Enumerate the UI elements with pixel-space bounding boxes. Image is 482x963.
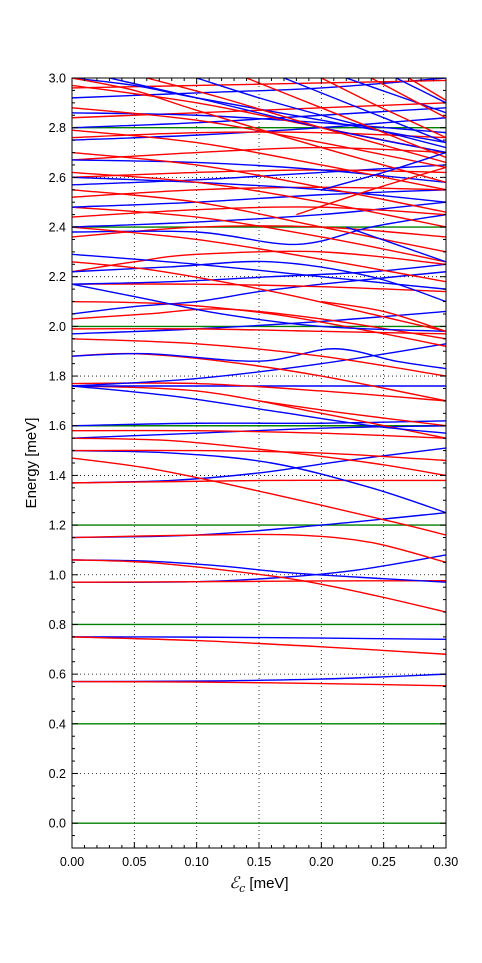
x-axis-label-subscript: c — [239, 882, 245, 895]
series-line-red — [72, 300, 446, 347]
y-axis-label: Energy [meV] — [23, 418, 40, 509]
series-line-blue — [346, 226, 446, 263]
series-line-red — [72, 102, 446, 119]
series-lines — [72, 78, 446, 824]
series-line-blue — [72, 253, 446, 290]
series-line-red — [72, 429, 446, 439]
series-line-blue — [196, 78, 446, 149]
x-tick-label: 0.05 — [122, 855, 146, 869]
y-tick-label: 2.6 — [49, 171, 66, 185]
series-line-red — [72, 169, 446, 179]
y-tick-label: 2.8 — [49, 121, 66, 135]
series-line-red — [72, 327, 446, 335]
series-line-blue — [72, 201, 446, 228]
x-axis-label-symbol: ℰ — [229, 873, 241, 892]
series-line-red — [72, 261, 446, 333]
series-line-red — [72, 636, 446, 655]
plot-frame — [71, 77, 447, 849]
y-tick-label: 1.2 — [49, 519, 66, 533]
y-tick-label: 0.8 — [49, 618, 66, 632]
series-line-red — [72, 206, 446, 218]
series-line-red — [72, 171, 446, 228]
series-line-blue — [283, 78, 446, 144]
y-tick-label: 0.2 — [49, 767, 66, 781]
y-tick-label: 1.0 — [49, 568, 66, 582]
series-line-red — [72, 250, 446, 273]
series-line-red — [408, 78, 446, 101]
series-line-red — [72, 437, 446, 477]
series-line-blue — [346, 78, 446, 114]
series-line-red — [246, 78, 446, 159]
series-line-red — [72, 559, 446, 613]
series-line-red — [72, 580, 446, 583]
series-line-red — [72, 338, 446, 377]
x-axis-label: ℰc [meV] — [229, 873, 288, 895]
x-tick-label: 0.30 — [434, 855, 458, 869]
series-line-red — [72, 78, 446, 183]
series-line-blue — [72, 310, 446, 335]
series-line-blue — [72, 343, 446, 387]
series-line-red — [72, 283, 446, 293]
series-line-red — [72, 449, 446, 462]
series-line-red — [370, 78, 446, 119]
series-line-blue — [72, 420, 446, 427]
series-line-blue — [72, 636, 446, 641]
series-line-red — [321, 78, 446, 139]
series-line-red — [72, 79, 446, 89]
series-line-blue — [72, 263, 446, 285]
tick-labels: 0.00 0.05 0.10 0.15 0.20 0.25 0.30 0.0 0.2 0.4 0.6… — [49, 72, 459, 870]
series-line-blue — [321, 151, 446, 191]
series-line-red — [72, 151, 446, 213]
y-tick-label: 0.6 — [49, 668, 66, 682]
series-line-blue — [72, 449, 446, 514]
series-line-red — [72, 146, 446, 161]
series-line-blue — [72, 112, 446, 134]
series-line-blue — [72, 271, 446, 315]
series-line-red — [258, 400, 446, 427]
series-line-blue — [72, 559, 446, 583]
y-tick-label: 1.8 — [49, 370, 66, 384]
series-line-red — [72, 479, 446, 484]
x-axis-label-unit: [meV] — [245, 875, 288, 892]
series-line-blue — [72, 189, 446, 208]
series-line-blue — [395, 78, 446, 104]
series-line-blue — [72, 78, 446, 99]
series-line-blue — [72, 176, 446, 203]
series-line-red — [296, 166, 446, 216]
series-line-blue — [72, 673, 446, 683]
x-tick-label: 0.20 — [309, 855, 333, 869]
series-line-blue — [72, 385, 446, 434]
y-tick-label: 2.0 — [49, 320, 66, 334]
series-line-blue — [72, 283, 446, 333]
series-line-blue — [72, 159, 446, 184]
series-line-red — [72, 189, 446, 253]
series-line-red — [72, 107, 446, 169]
x-tick-label: 0.10 — [184, 855, 208, 869]
x-tick-label: 0.25 — [371, 855, 395, 869]
series-line-blue — [72, 213, 446, 246]
series-line-blue — [72, 348, 446, 370]
y-tick-label: 2.2 — [49, 270, 66, 284]
y-tick-label: 0.0 — [49, 817, 66, 831]
series-line-red — [321, 300, 446, 333]
series-line-blue — [72, 164, 446, 186]
series-line-red — [72, 533, 446, 564]
series-line-red — [72, 206, 446, 263]
series-line-red — [72, 129, 446, 191]
y-tick-label: 1.6 — [49, 419, 66, 433]
y-tick-label: 0.4 — [49, 717, 66, 731]
series-line-red — [72, 226, 446, 283]
y-tick-label: 3.0 — [49, 72, 66, 86]
series-line-blue — [109, 78, 446, 154]
x-tick-label: 0.15 — [247, 855, 271, 869]
y-tick-label: 1.4 — [49, 469, 66, 483]
series-line-red — [146, 78, 446, 164]
series-line-red — [72, 457, 446, 536]
y-tick-label: 2.4 — [49, 221, 66, 235]
series-line-red — [72, 186, 446, 198]
x-tick-label: 0.00 — [60, 855, 84, 869]
series-line-red — [72, 680, 446, 687]
